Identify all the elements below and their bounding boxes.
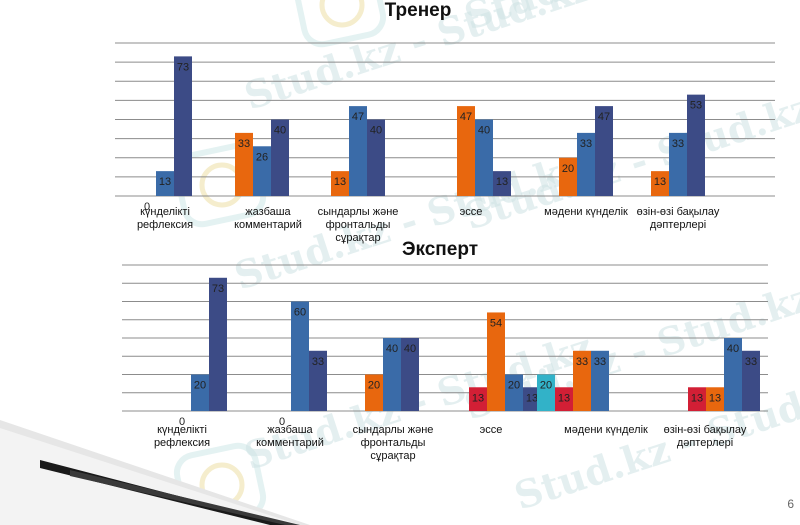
- data-label: 13: [472, 392, 484, 404]
- bar: [487, 312, 505, 411]
- data-label: 0: [144, 201, 150, 213]
- data-label: 33: [238, 138, 250, 150]
- data-label: 40: [370, 125, 382, 137]
- data-label: 13: [334, 176, 346, 188]
- data-label: 40: [404, 343, 416, 355]
- bar: [367, 119, 385, 196]
- corner-stroke: [70, 470, 300, 525]
- bar: [591, 350, 609, 411]
- corner-shape: [0, 428, 300, 525]
- data-label: 26: [256, 151, 268, 163]
- bar: [537, 374, 555, 411]
- bar: [595, 106, 613, 196]
- bar: [457, 106, 475, 196]
- bar: [669, 132, 687, 196]
- data-label: 40: [478, 125, 490, 137]
- bar: [573, 350, 591, 411]
- data-label: 13: [526, 392, 538, 404]
- data-label: 40: [727, 343, 739, 355]
- data-label: 20: [562, 163, 574, 175]
- bar: [365, 374, 383, 411]
- data-label: 73: [177, 61, 189, 73]
- category-label: сындарлы және фронтальды сұрақтар: [318, 206, 399, 244]
- bar: [253, 146, 271, 196]
- bar: [209, 277, 227, 411]
- bar: [271, 119, 289, 196]
- bar: [724, 338, 742, 411]
- category-label: жазбаша комментарий: [256, 424, 324, 449]
- bar: [555, 387, 573, 411]
- data-label: 53: [690, 100, 702, 112]
- chart-title: Тренер: [385, 0, 452, 21]
- bar: [493, 171, 511, 196]
- bar: [475, 119, 493, 196]
- bar: [191, 374, 209, 411]
- bar: [742, 350, 760, 411]
- bar: [469, 387, 487, 411]
- bar: [687, 94, 705, 196]
- corner-decoration: [0, 420, 310, 525]
- category-label: күнделікті рефлексия: [154, 424, 210, 449]
- bar: [651, 171, 669, 196]
- data-label: 40: [386, 343, 398, 355]
- bar: [156, 171, 174, 196]
- data-label: 20: [368, 380, 380, 392]
- data-label: 13: [558, 392, 570, 404]
- data-label: 20: [194, 380, 206, 392]
- data-label: 13: [496, 176, 508, 188]
- bar: [291, 301, 309, 411]
- data-label: 33: [580, 138, 592, 150]
- watermark-logo: [293, 0, 387, 48]
- bar: [688, 387, 706, 411]
- data-label: 33: [594, 356, 606, 368]
- bar: [349, 106, 367, 196]
- data-label: 47: [352, 111, 364, 123]
- category-label: өзін-өзі бақылау дәптерлері: [637, 206, 720, 231]
- data-label: 47: [460, 111, 472, 123]
- category-label: жазбаша комментарий: [234, 206, 302, 231]
- page-number: 6: [787, 497, 794, 511]
- data-label: 33: [672, 138, 684, 150]
- data-label: 13: [159, 176, 171, 188]
- data-label: 73: [212, 283, 224, 295]
- bar: [331, 171, 349, 196]
- trainer-chart: Тренер 0 13 73 күнделікті рефлексия 33 26 40 жазб…: [115, 0, 775, 244]
- bar: [706, 387, 724, 411]
- data-label: 54: [490, 317, 502, 329]
- data-label: 33: [312, 356, 324, 368]
- data-label: 60: [294, 307, 306, 319]
- chart-title: Эксперт: [402, 239, 478, 260]
- data-label: 0: [179, 416, 185, 428]
- bar: [383, 338, 401, 411]
- bar: [174, 56, 192, 197]
- data-label: 20: [540, 380, 552, 392]
- bar: [401, 338, 419, 411]
- bar: [235, 132, 253, 196]
- data-label: 33: [576, 356, 588, 368]
- category-label: эссе: [480, 424, 503, 436]
- data-label: 40: [274, 125, 286, 137]
- data-label: 20: [508, 380, 520, 392]
- category-label: эссе: [460, 206, 483, 218]
- data-label: 33: [745, 356, 757, 368]
- bar: [523, 387, 541, 411]
- watermark-text: Stud.kz - Stud.kz: [459, 84, 800, 239]
- category-label: сындарлы және фронтальды сұрақтар: [353, 424, 434, 462]
- data-label: 47: [598, 111, 610, 123]
- bar: [577, 132, 595, 196]
- category-label: өзін-өзі бақылау дәптерлері: [664, 424, 747, 449]
- data-label: 0: [279, 416, 285, 428]
- bar: [559, 157, 577, 196]
- category-label: мәдени күнделік: [564, 424, 648, 436]
- gridlines: [122, 264, 768, 412]
- category-label: мәдени күнделік: [544, 206, 628, 218]
- bar: [505, 374, 523, 411]
- category-label: күнделікті рефлексия: [137, 206, 193, 231]
- data-label: 13: [709, 392, 721, 404]
- data-label: 13: [691, 392, 703, 404]
- bar: [309, 350, 327, 411]
- data-label: 13: [654, 176, 666, 188]
